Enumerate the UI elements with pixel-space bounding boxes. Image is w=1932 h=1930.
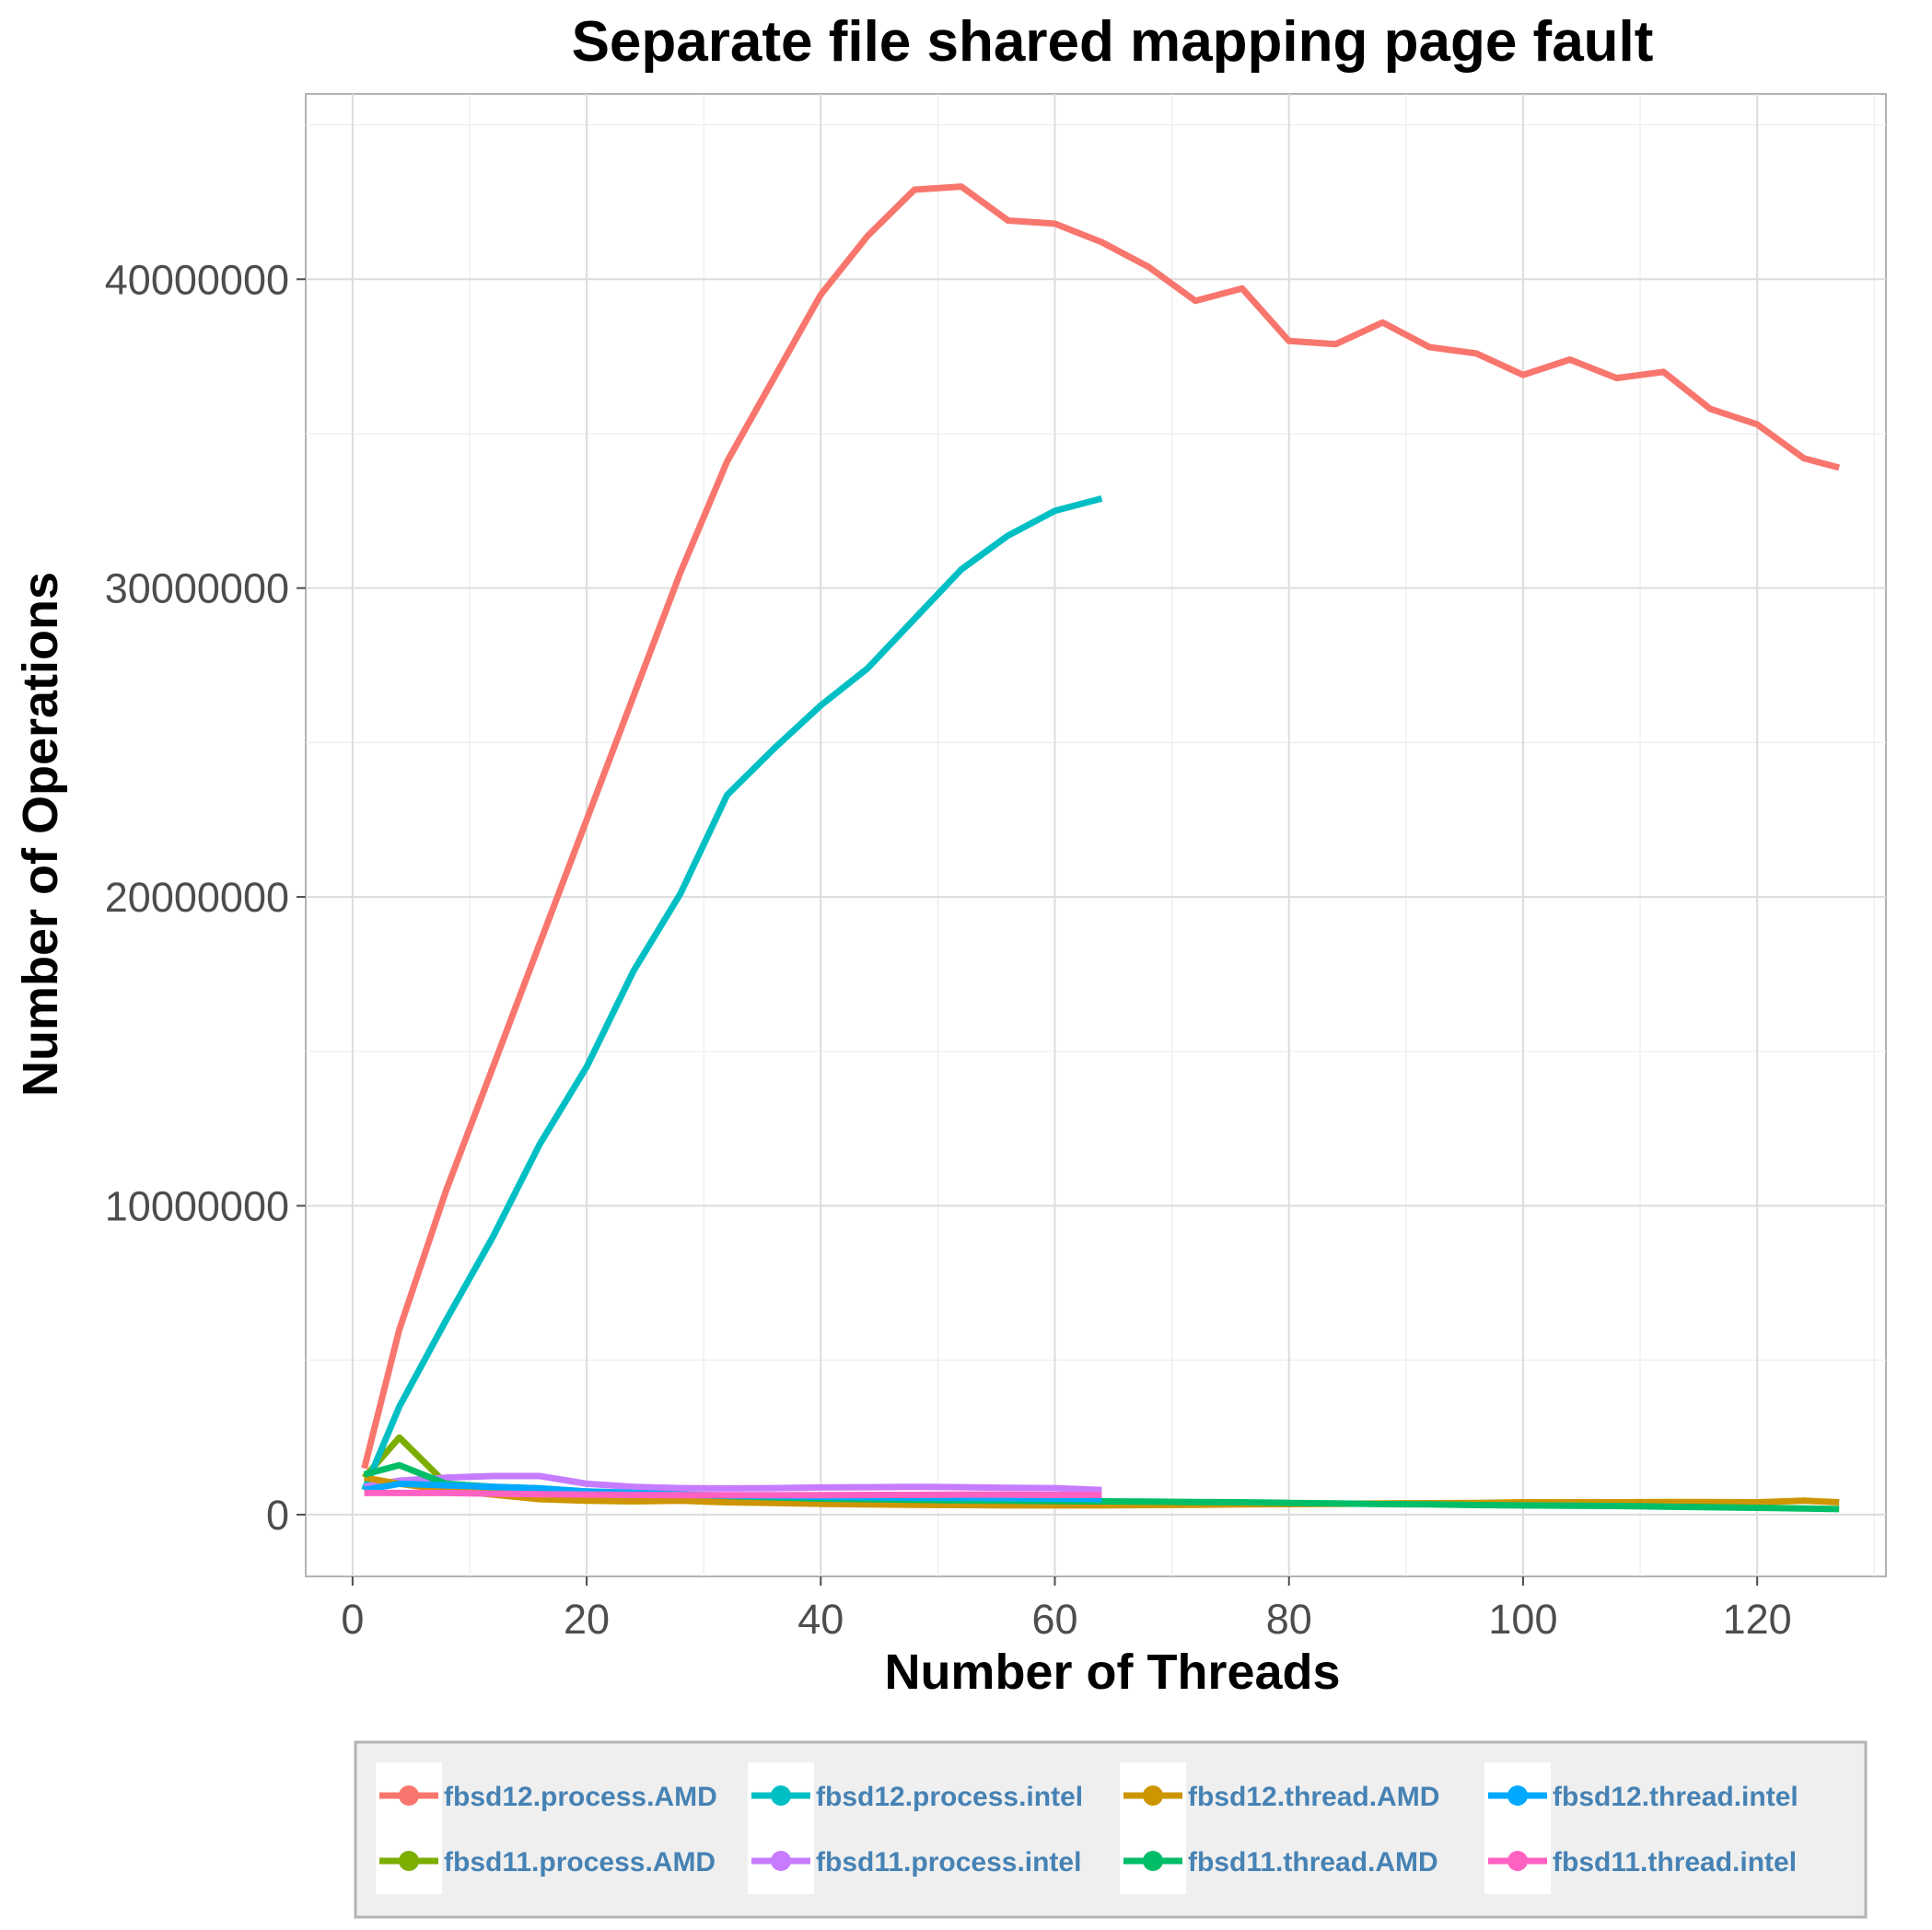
y-tick-label: 40000000 [105, 256, 289, 303]
axes: 0 20 40 60 80 100 120 0 10000000 20000000 30000000… [105, 256, 1792, 1643]
y-tick-label: 20000000 [105, 874, 289, 921]
legend-key-marker [399, 1785, 419, 1806]
grid [306, 94, 1886, 1576]
legend-key-marker [771, 1851, 791, 1871]
legend-label: fbsd12.process.intel [816, 1782, 1083, 1812]
series-line [361, 183, 1841, 1470]
legend-label: fbsd12.thread.AMD [1188, 1782, 1439, 1812]
x-tick-label: 100 [1488, 1596, 1557, 1643]
legend-label: fbsd11.thread.AMD [1188, 1847, 1438, 1878]
chart-title: Separate file shared mapping page fault [572, 10, 1654, 74]
legend-key-marker [771, 1785, 791, 1806]
series-line [363, 1472, 1102, 1494]
legend-label: fbsd11.thread.intel [1553, 1847, 1797, 1878]
legend: fbsd12.process.AMD fbsd11.process.AMD fbsd… [354, 1740, 1868, 1919]
y-tick-label: 30000000 [105, 565, 289, 612]
x-tick-label: 20 [564, 1596, 610, 1643]
series-line [361, 495, 1103, 1492]
legend-box [354, 1740, 1868, 1919]
x-tick-label: 0 [341, 1596, 364, 1643]
legend-key-marker [1143, 1851, 1163, 1871]
legend-label: fbsd12.process.AMD [444, 1782, 717, 1812]
y-tick-label: 0 [266, 1492, 289, 1539]
x-tick-label: 40 [797, 1596, 844, 1643]
legend-key-marker [399, 1851, 419, 1871]
series-line [364, 1489, 1102, 1499]
x-axis-title: Number of Threads [884, 1645, 1340, 1700]
legend-label: fbsd11.process.AMD [444, 1847, 716, 1878]
legend-key-marker [1143, 1785, 1163, 1806]
x-tick-label: 80 [1266, 1596, 1312, 1643]
legend-key-marker [1507, 1851, 1528, 1871]
legend-label: fbsd12.thread.intel [1553, 1782, 1798, 1812]
series-lines [361, 183, 1841, 1513]
series-line [363, 1474, 1840, 1509]
y-axis-title: Number of Operations [13, 572, 68, 1097]
x-tick-label: 120 [1723, 1596, 1792, 1643]
legend-items: fbsd12.process.AMD fbsd11.process.AMD fbsd… [376, 1762, 1798, 1894]
y-tick-label: 10000000 [105, 1183, 289, 1230]
plot-panel [305, 93, 1887, 1577]
legend-label: fbsd11.process.intel [816, 1847, 1081, 1878]
legend-key-marker [1507, 1785, 1528, 1806]
x-tick-label: 60 [1031, 1596, 1077, 1643]
